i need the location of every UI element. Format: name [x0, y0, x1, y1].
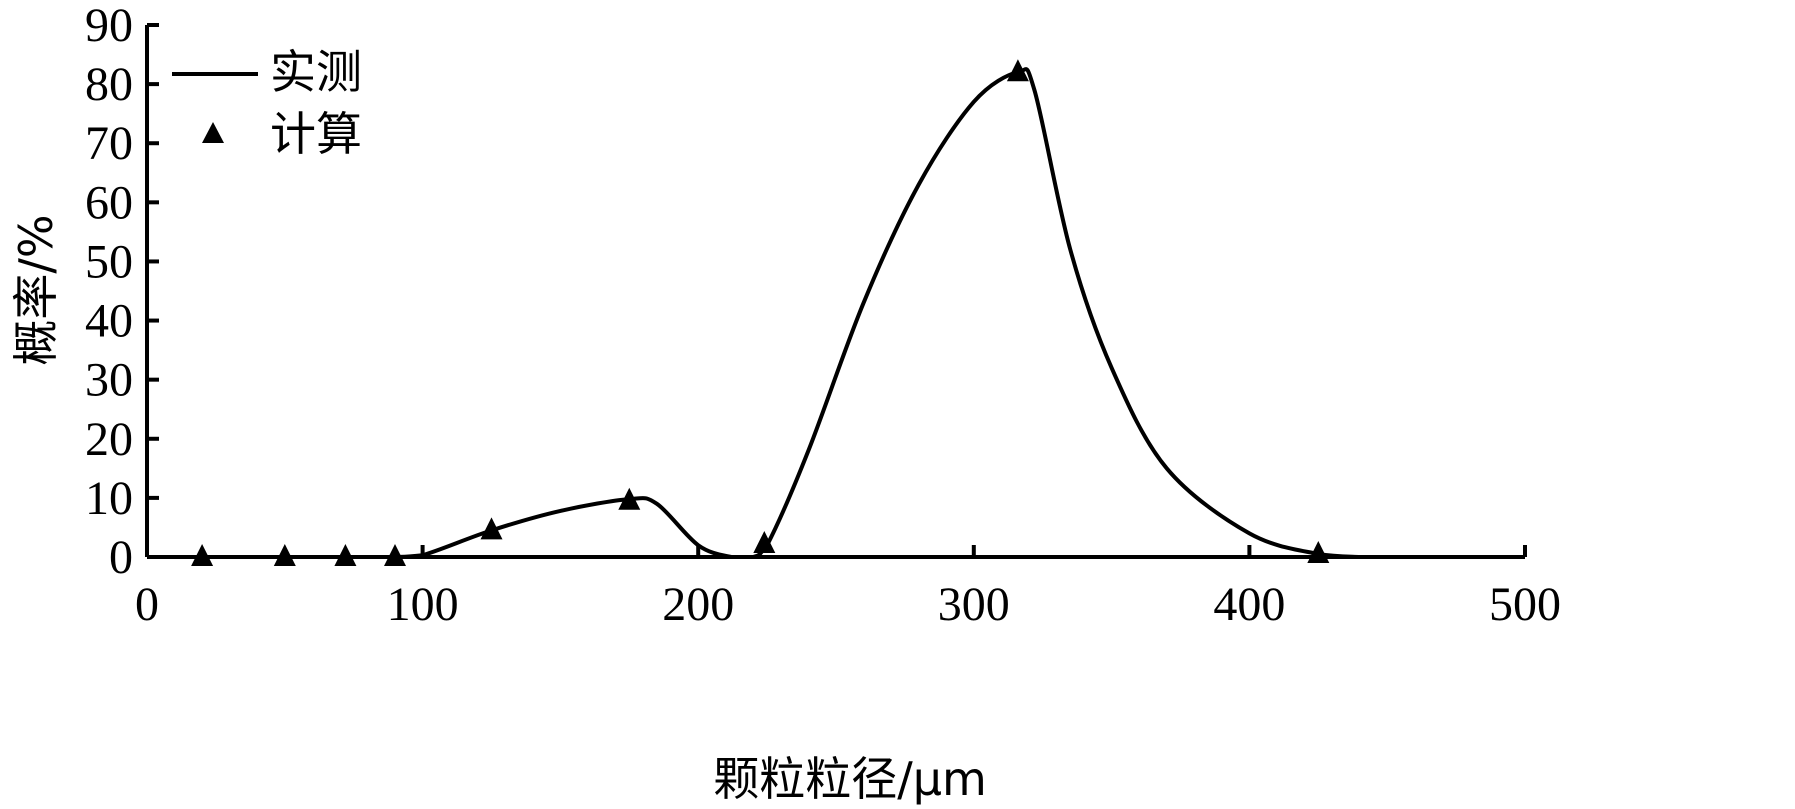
y-tick-label: 80: [85, 58, 133, 111]
y-tick-label: 40: [85, 295, 133, 348]
x-tick-label: 200: [662, 578, 734, 631]
legend-triangle-swatch: [202, 122, 224, 143]
calculated-point: [618, 487, 641, 510]
y-tick-label: 20: [85, 413, 133, 466]
legend-label-measured: 实测: [270, 45, 362, 99]
y-axis-ticks: 0 10 20 30 40 50 60 70 80 90: [85, 0, 159, 584]
y-tick-label: 60: [85, 176, 133, 229]
legend-label-calculated: 计算: [270, 107, 362, 161]
y-tick-label: 70: [85, 117, 133, 170]
y-tick-label: 50: [85, 235, 133, 288]
y-tick-label: 0: [109, 531, 133, 584]
x-tick-label: 500: [1489, 578, 1561, 631]
y-axis-title: 概率/%: [9, 214, 63, 365]
calculated-point: [1006, 59, 1029, 82]
y-tick-label: 30: [85, 354, 133, 407]
x-tick-label: 300: [938, 578, 1010, 631]
x-tick-label: 400: [1213, 578, 1285, 631]
y-tick-label: 10: [85, 472, 133, 525]
x-axis-title: 颗粒粒径/μm: [713, 752, 987, 806]
y-tick-label: 90: [85, 0, 133, 52]
calculated-point: [753, 531, 776, 553]
legend: 实测 计算: [172, 45, 362, 161]
x-tick-label: 100: [387, 578, 459, 631]
x-tick-label: 0: [135, 578, 159, 631]
x-axis-ticks: 0 100 200 300 400 500: [135, 545, 1561, 631]
calculated-point: [480, 517, 503, 540]
